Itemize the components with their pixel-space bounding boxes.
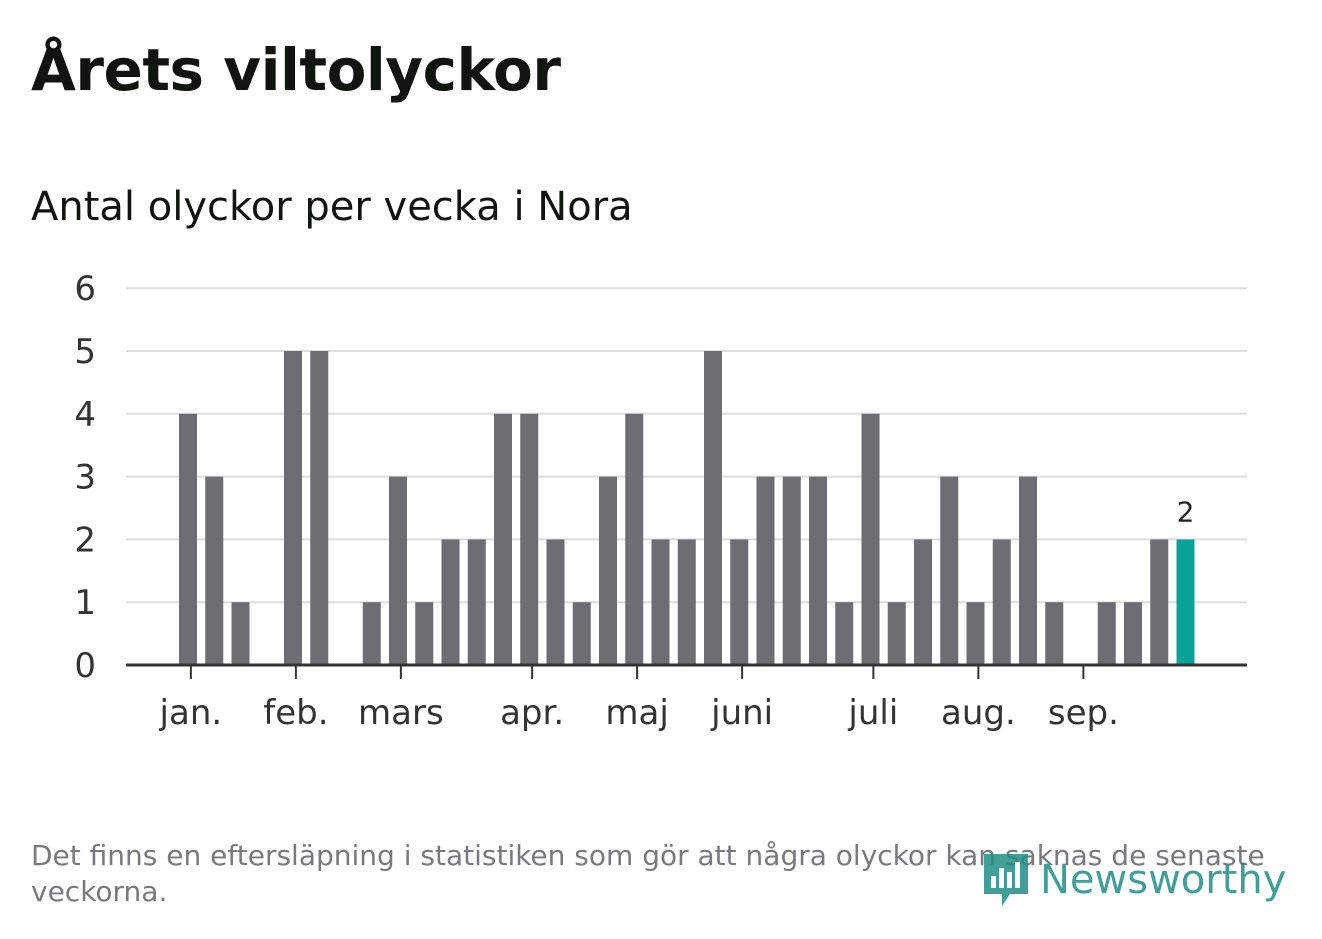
bar — [179, 413, 197, 665]
y-tick-label: 5 — [74, 332, 96, 372]
bar — [1045, 602, 1064, 665]
bar — [625, 413, 644, 665]
bar-chart: 0 1 2 3 4 5 6 jan. feb. mars apr. maj juni juli aug. s… — [74, 269, 1247, 733]
bar — [520, 413, 539, 665]
bar — [599, 476, 617, 665]
bar — [992, 539, 1011, 665]
bar — [231, 602, 250, 665]
bar — [940, 476, 959, 665]
bar — [389, 476, 407, 665]
last-value-label: 2 — [1177, 495, 1195, 528]
bar — [651, 539, 670, 665]
bar — [310, 351, 329, 665]
newsworthy-logo-icon — [984, 854, 1028, 906]
x-tick-label: feb. — [263, 693, 328, 733]
bar — [1097, 602, 1116, 665]
bar — [467, 539, 486, 665]
bar — [966, 602, 985, 665]
x-tick-label: juni — [710, 693, 773, 733]
bar — [861, 413, 880, 665]
bar — [362, 602, 381, 665]
x-tick-label: apr. — [500, 693, 564, 733]
bar — [572, 602, 591, 665]
bar — [914, 539, 932, 665]
bar-highlight — [1176, 539, 1195, 665]
y-tick-label: 2 — [74, 520, 96, 560]
logo-text: Newsworthy — [1040, 857, 1287, 903]
bar — [441, 539, 460, 665]
x-tick-label: aug. — [941, 693, 1016, 733]
bar — [415, 602, 434, 665]
y-tick-label: 0 — [74, 646, 96, 686]
bar — [1124, 602, 1142, 665]
newsworthy-logo[interactable]: Newsworthy — [980, 850, 1286, 910]
x-tick-label: maj — [605, 693, 668, 733]
bar — [205, 476, 224, 665]
bar — [677, 539, 696, 665]
chart-title: Årets viltolyckor — [31, 36, 561, 104]
bar — [284, 351, 302, 665]
bar — [782, 476, 801, 665]
y-tick-label: 6 — [74, 269, 96, 309]
bar — [887, 602, 906, 665]
x-axis-ticks: jan. feb. mars apr. maj juni juli aug. sep. — [159, 665, 1119, 733]
bar — [494, 413, 512, 665]
bar — [835, 602, 854, 665]
x-tick-label: sep. — [1048, 693, 1119, 733]
y-axis-ticks: 0 1 2 3 4 5 6 — [74, 269, 96, 686]
y-tick-label: 3 — [74, 458, 96, 498]
bar — [704, 351, 722, 665]
data-labels: 2 — [1177, 495, 1195, 528]
chart-subtitle: Antal olyckor per vecka i Nora — [31, 184, 633, 230]
x-tick-label: mars — [358, 693, 444, 733]
y-tick-label: 1 — [74, 583, 96, 623]
x-tick-label: juli — [847, 693, 898, 733]
footnote: Det finns en eftersläpning i statistiken… — [31, 839, 1265, 908]
bar — [546, 539, 565, 665]
bar — [809, 476, 827, 665]
bar — [1150, 539, 1169, 665]
bar — [1019, 476, 1037, 665]
bar — [730, 539, 749, 665]
y-tick-label: 4 — [74, 395, 96, 435]
x-tick-label: jan. — [159, 693, 223, 733]
bars — [179, 351, 1195, 665]
bar — [756, 476, 775, 665]
